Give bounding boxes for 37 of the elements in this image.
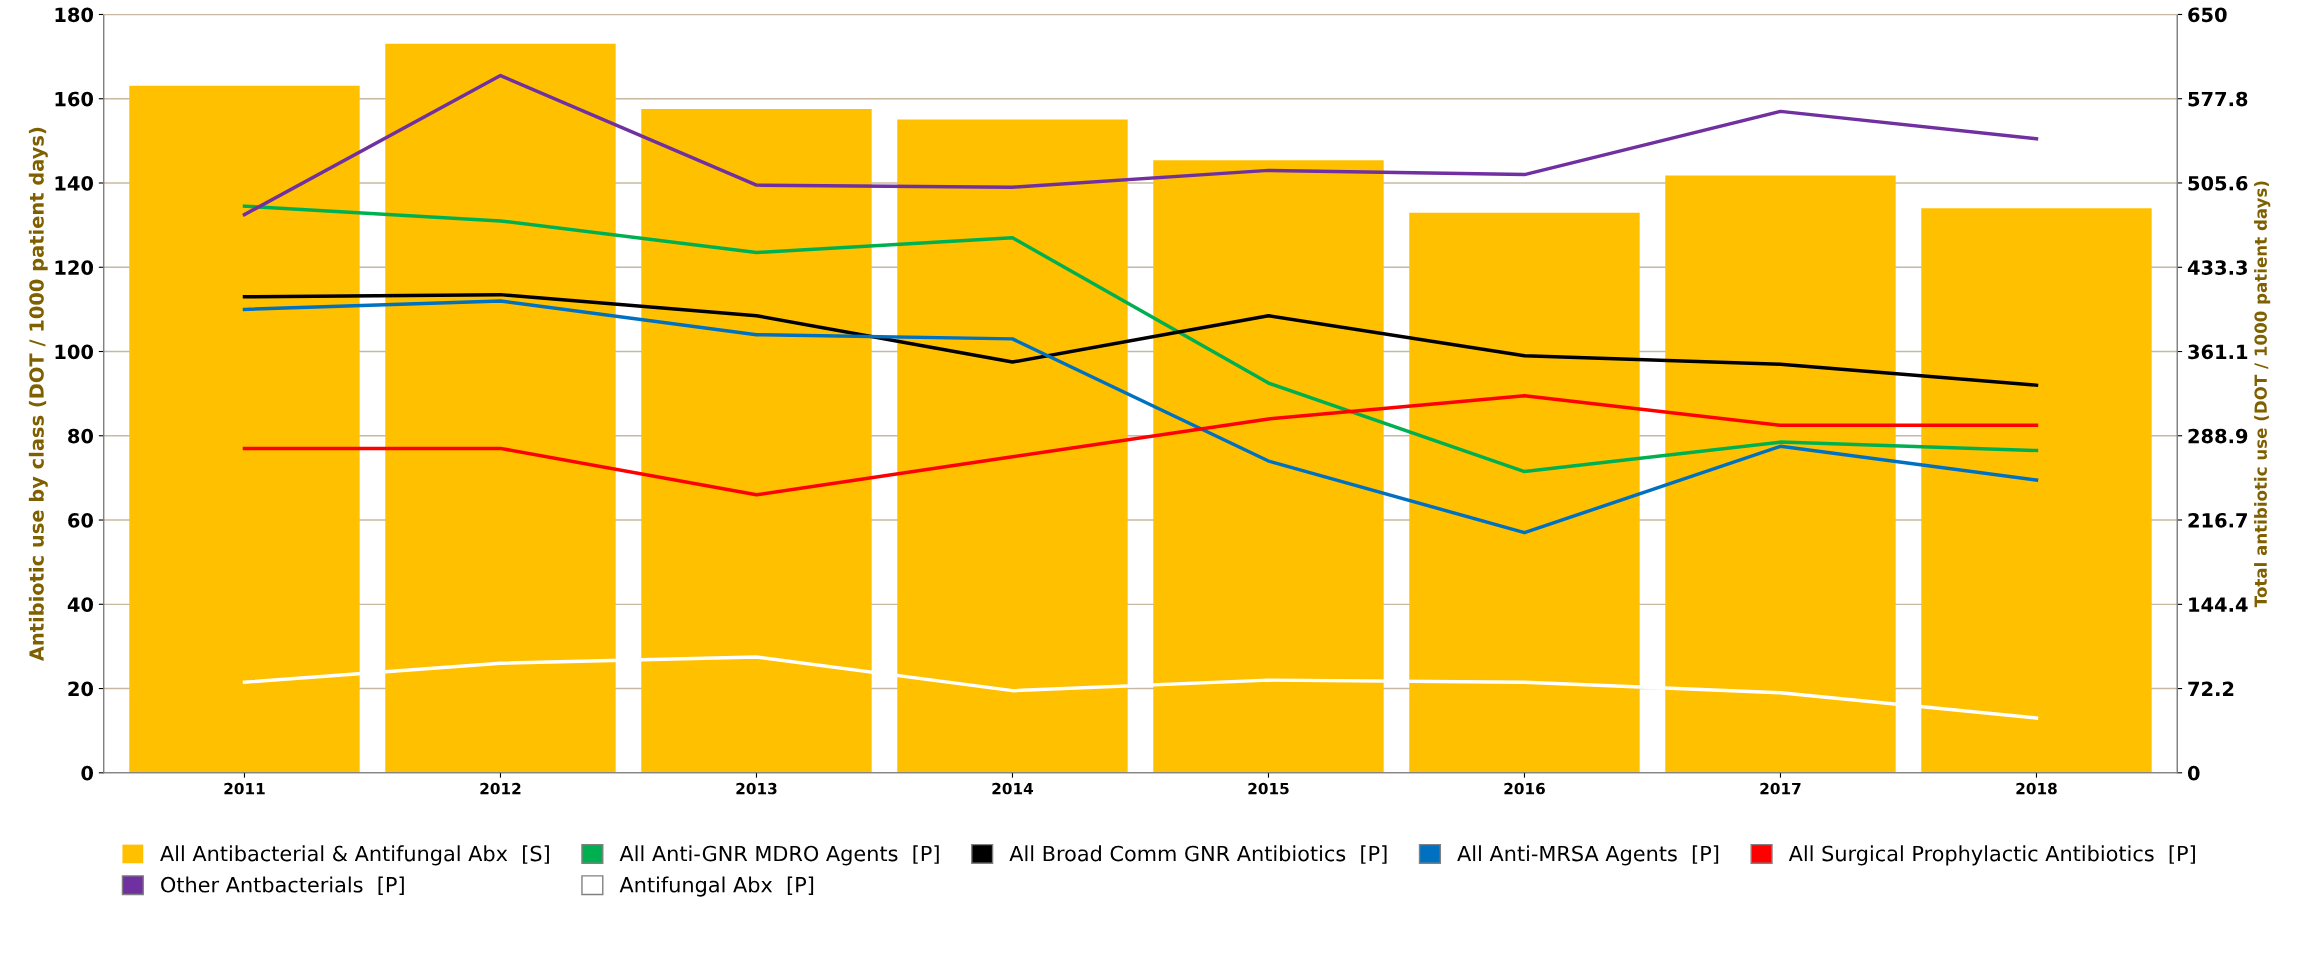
x-tick-label: 2017 [1760, 782, 1801, 795]
y2-tick-label: 0 [2187, 765, 2200, 781]
y2-tick-label: 650 [2188, 7, 2227, 23]
y2-tick-label: 144.4 [2189, 597, 2248, 612]
y-tick-label: 100 [55, 344, 94, 360]
y2-tick-label: 505.6 [2188, 175, 2248, 191]
y2-tick-label: 288.9 [2188, 428, 2248, 444]
y-tick-label: 60 [68, 512, 94, 528]
legend-label: Other Antbacterials [P] [161, 876, 404, 896]
legend-label: All Antibacterial & Antifungal Abx [S] [160, 845, 549, 866]
legend-label: All Anti-MRSA Agents [P] [1457, 845, 1719, 866]
legend-label: All Anti-GNR MDRO Agents [P] [619, 845, 939, 866]
y-tick-label: 120 [55, 260, 94, 275]
y2-tick-label: 361.1 [2188, 344, 2248, 360]
y2-tick-label: 433.3 [2187, 260, 2247, 275]
y-tick-label: 40 [67, 597, 94, 612]
y-tick-label: 80 [68, 428, 94, 444]
legend-label: Antifungal Abx [P] [619, 876, 814, 897]
y-tick-label: 20 [68, 681, 94, 697]
x-tick-label: 2015 [1248, 782, 1289, 795]
x-tick-label: 2011 [224, 782, 265, 795]
y-tick-label: 140 [55, 175, 94, 191]
x-tick-label: 2018 [2016, 782, 2057, 795]
x-tick-label: 2016 [1504, 782, 1545, 795]
legend-label: All Broad Comm GNR Antibiotics [P] [1009, 845, 1387, 864]
x-tick-label: 2014 [992, 782, 1034, 795]
y2-tick-label: 577.8 [2188, 91, 2248, 107]
y-tick-label: 0 [81, 765, 94, 781]
y-axis-title: Antibiotic use by class (DOT / 1000 patient days) [28, 127, 48, 662]
y2-axis-title: Total antibiotic use (DOT / 1000 patient days) [2254, 181, 2271, 608]
y2-tick-label: 72.2 [2188, 681, 2234, 696]
x-tick-label: 2013 [736, 782, 777, 795]
y-tick-label: 160 [55, 91, 94, 107]
y2-tick-label: 216.7 [2188, 512, 2247, 528]
x-tick-label: 2012 [480, 782, 521, 795]
y-tick-label: 180 [55, 7, 94, 23]
legend-label: All Surgical Prophylactic Antibiotics [P] [1788, 845, 2195, 866]
